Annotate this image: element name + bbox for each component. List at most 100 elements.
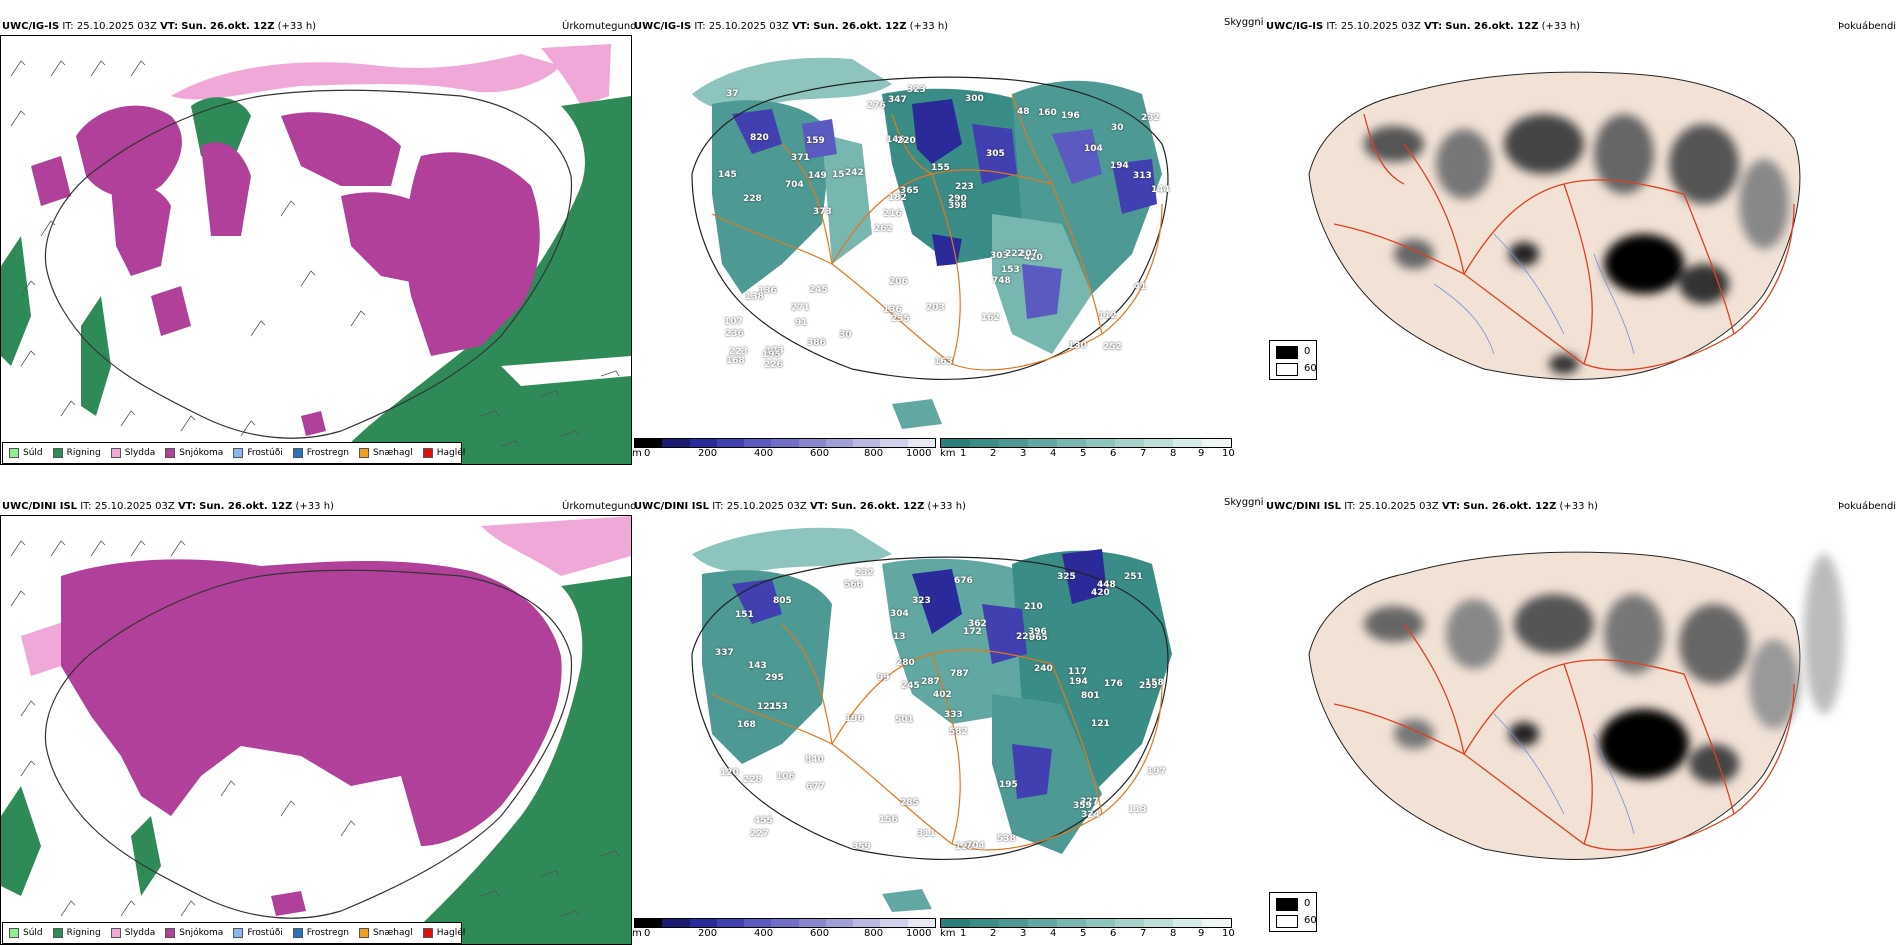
elevation-label: 173	[765, 346, 784, 356]
vis-tick: 6	[1110, 448, 1117, 459]
elevation-label: 159	[806, 136, 825, 146]
fog-map-top	[1308, 71, 1801, 380]
elevation-label: 48	[1017, 107, 1030, 117]
cloud-labels-bottom: 232 210 259 501 582 253 151 222 168 172 402 227 566 1…	[632, 514, 1262, 914]
vis-tick: 4	[1050, 448, 1057, 459]
vis-tick: 1	[960, 448, 967, 459]
height-colorbar-top	[634, 438, 936, 448]
elevation-label: 365	[900, 186, 919, 196]
fog-legend-label: 60	[1304, 363, 1317, 374]
elevation-label: 398	[948, 201, 967, 211]
elevation-label: 99	[877, 673, 890, 683]
vis-unit: km	[940, 448, 956, 459]
precip-map-frame-bottom	[0, 515, 632, 945]
elevation-label: 228	[743, 194, 762, 204]
legend-item: Snjókoma	[165, 928, 223, 938]
fog-title-top: Þokuábendi	[1838, 21, 1897, 32]
cloud-title-bottom: Skyggni	[1224, 497, 1264, 508]
elevation-label: 327	[1080, 797, 1099, 807]
elevation-label: 203	[926, 303, 945, 313]
elevation-label: 305	[986, 149, 1005, 159]
height-colorbar-bottom	[634, 918, 936, 928]
vis-tick: 10	[1222, 448, 1235, 459]
vis-tick: 1	[960, 928, 967, 939]
elevation-label: 359	[852, 842, 871, 852]
elevation-label: 107	[724, 317, 743, 327]
precip-map-bottom	[1, 516, 631, 944]
height-tick: 800	[864, 928, 884, 939]
cloud-panel-top: UWC/IG-IS IT: 25.10.2025 03Z VT: Sun. 26…	[632, 12, 1264, 467]
elevation-label: 396	[1028, 627, 1047, 637]
fog-legend-label: 0	[1304, 898, 1311, 909]
elevation-label: 30	[1111, 123, 1124, 133]
elevation-label: 232	[855, 568, 874, 578]
elevation-label: 303	[990, 251, 1009, 261]
elevation-label: 195	[762, 350, 781, 360]
fog-legend-top: 0 60	[1269, 340, 1317, 380]
elevation-label: 136	[758, 286, 777, 296]
elevation-label: 145	[718, 170, 737, 180]
elevation-label: 245	[901, 681, 920, 691]
vis-tick: 8	[1170, 448, 1177, 459]
elevation-label: 801	[1081, 691, 1100, 701]
elevation-label: 162	[981, 313, 1000, 323]
precip-panel-bottom: UWC/DINI ISL IT: 25.10.2025 03Z VT: Sun.…	[0, 492, 635, 947]
height-tick: 600	[810, 928, 830, 939]
elevation-label: 253	[769, 702, 788, 712]
elevation-label: 271	[791, 303, 810, 313]
elevation-label: 251	[1124, 572, 1143, 582]
header-top-right: UWC/IG-IS IT: 25.10.2025 03Z VT: Sun. 26…	[1266, 21, 1581, 32]
elevation-label: 324	[1081, 810, 1100, 820]
elevation-label: 323	[907, 85, 926, 95]
elevation-label: 196	[845, 714, 864, 724]
elevation-label: 163	[934, 357, 953, 367]
elevation-label: 136	[883, 305, 902, 315]
fog-legend-label: 0	[1304, 346, 1311, 357]
height-tick: 0	[644, 928, 651, 939]
elevation-label: 228	[743, 775, 762, 785]
elevation-label: 704	[785, 180, 804, 190]
header-bottom-right: UWC/DINI ISL IT: 25.10.2025 03Z VT: Sun.…	[1266, 501, 1598, 512]
legend-item: Snjókoma	[165, 448, 223, 458]
elevation-label: 223	[729, 347, 748, 357]
vis-unit: km	[940, 928, 956, 939]
elevation-label: 222	[1005, 249, 1024, 259]
fog-panel-bottom: UWC/DINI ISL IT: 25.10.2025 03Z VT: Sun.…	[1264, 492, 1900, 947]
elevation-label: 820	[750, 133, 769, 143]
elevation-label: 121	[757, 702, 776, 712]
legend-item: Snæhagl	[359, 448, 413, 458]
vis-tick: 5	[1080, 448, 1087, 459]
legend-item: Rigning	[52, 448, 101, 458]
legend-item: Súld	[9, 928, 43, 938]
vis-tick: 9	[1198, 448, 1205, 459]
elevation-label: 222	[1016, 632, 1035, 642]
height-unit: m	[632, 928, 642, 939]
elevation-label: 149	[808, 171, 827, 181]
elevation-label: 41	[1134, 282, 1147, 292]
elevation-label: 232	[1141, 113, 1160, 123]
height-tick: 200	[698, 448, 718, 459]
fog-map-bottom	[1308, 551, 1844, 860]
elevation-label: 143	[748, 661, 767, 671]
cloud-map-top	[691, 57, 1169, 429]
elevation-label: 287	[921, 677, 940, 687]
elevation-label: 420	[1024, 253, 1043, 263]
elevation-label: 582	[949, 727, 968, 737]
elevation-label: 194	[1110, 161, 1129, 171]
elevation-label: 130	[1068, 341, 1087, 351]
legend-item: Haglél	[422, 448, 465, 458]
elevation-label: 676	[954, 576, 973, 586]
elevation-label: 290	[948, 194, 967, 204]
vis-tick: 7	[1140, 928, 1147, 939]
elevation-label: 748	[992, 276, 1011, 286]
height-tick: 400	[754, 928, 774, 939]
vis-colorbar-bottom	[940, 918, 1232, 928]
cloud-title-top: Skyggni	[1224, 17, 1264, 28]
height-tick: 1000	[906, 448, 932, 459]
legend-item: Haglél	[422, 928, 465, 938]
vis-tick: 7	[1140, 448, 1147, 459]
elevation-label: 362	[968, 619, 987, 629]
elevation-label: 337	[715, 648, 734, 658]
elevation-label: 206	[889, 277, 908, 287]
height-tick: 0	[644, 448, 651, 459]
